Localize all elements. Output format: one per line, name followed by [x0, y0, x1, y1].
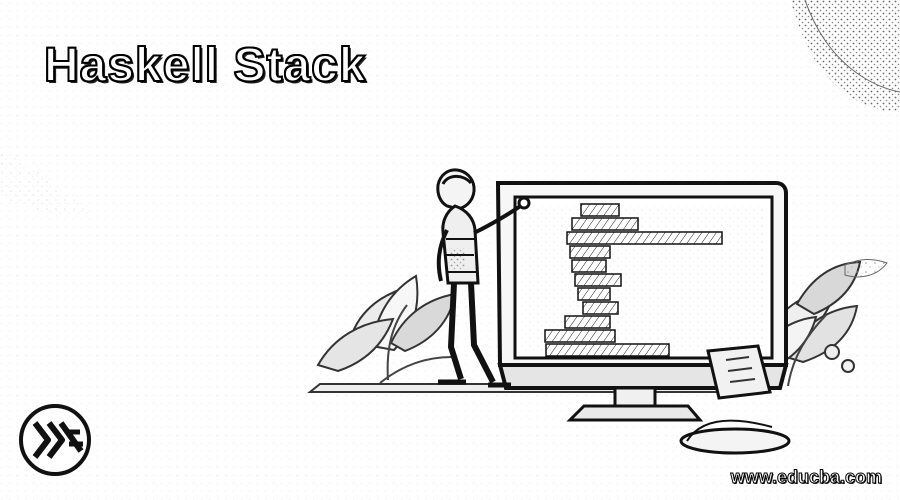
haskell-logo-icon: [19, 404, 91, 476]
decorative-top-right-shape: [790, 0, 900, 112]
side-device-icon: [679, 344, 791, 455]
decorative-right-small-shape: [844, 259, 888, 278]
plant-left-icon: [316, 274, 457, 384]
watermark-text: www.educba.com: [730, 467, 882, 487]
code-blocks-icon: [544, 203, 723, 357]
presenter-person-icon: [436, 168, 531, 388]
decorative-left-shape: [0, 150, 90, 216]
page-title: Haskell Stack: [43, 39, 367, 92]
